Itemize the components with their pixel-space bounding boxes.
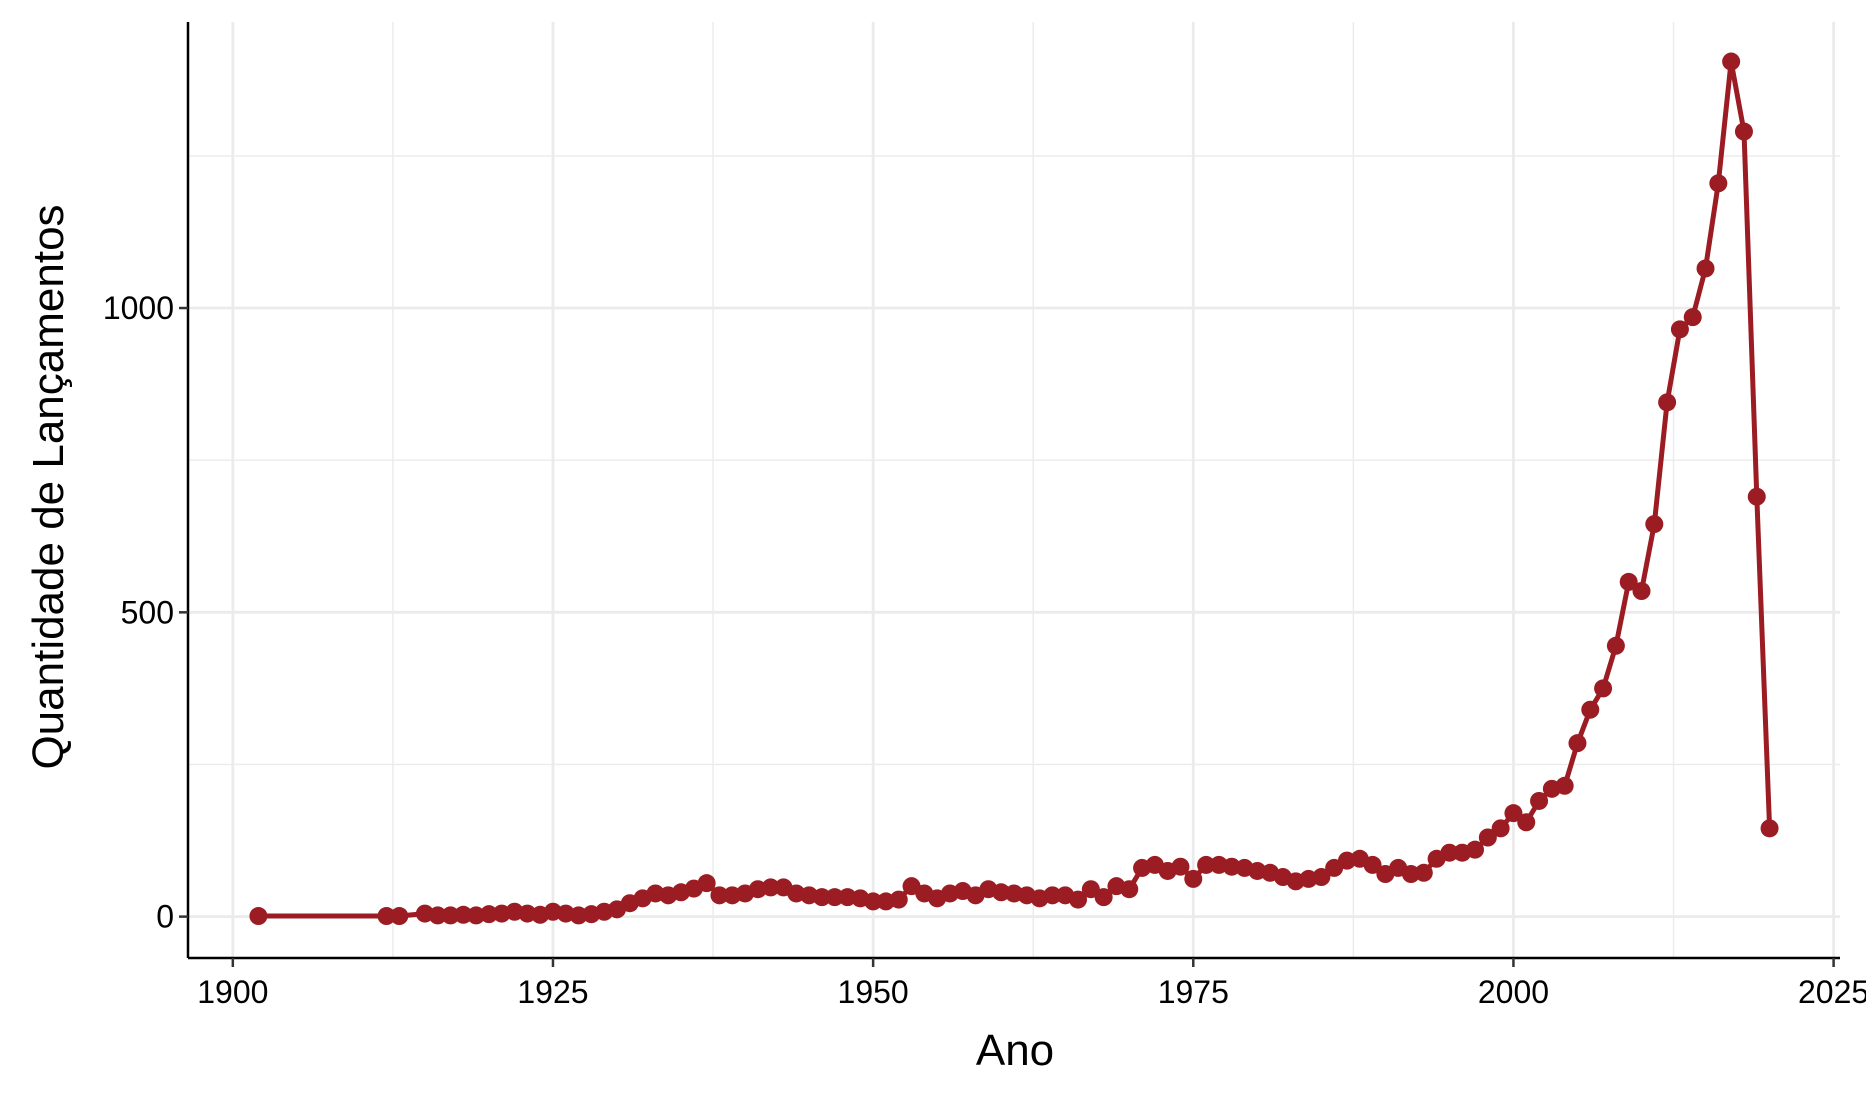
data-series bbox=[249, 52, 1779, 926]
data-point bbox=[889, 890, 908, 909]
data-point bbox=[1683, 308, 1702, 327]
data-point bbox=[1632, 582, 1651, 601]
y-axis-title: Quantidade de Lançamentos bbox=[24, 204, 73, 769]
y-axis-ticks: 0 500 1000 bbox=[103, 290, 188, 935]
y-tick-label: 0 bbox=[156, 899, 174, 935]
y-tick-label: 1000 bbox=[103, 290, 174, 326]
data-point bbox=[1466, 840, 1485, 859]
data-point bbox=[1747, 487, 1766, 506]
data-point bbox=[1581, 700, 1600, 719]
major-gridlines bbox=[188, 22, 1840, 958]
data-point bbox=[1760, 819, 1779, 838]
data-point bbox=[1530, 791, 1549, 810]
data-point bbox=[710, 886, 729, 905]
data-point bbox=[1619, 572, 1638, 591]
data-point bbox=[428, 906, 447, 925]
data-point bbox=[1734, 122, 1753, 141]
axes bbox=[186, 22, 1840, 960]
data-point bbox=[1696, 259, 1715, 278]
x-axis-ticks: 1900 1925 1950 1975 2000 2025 bbox=[197, 958, 1866, 1010]
data-point bbox=[1722, 52, 1741, 71]
data-point bbox=[825, 888, 844, 907]
data-point bbox=[1504, 804, 1523, 823]
data-point bbox=[1184, 869, 1203, 888]
data-point bbox=[761, 878, 780, 897]
data-point bbox=[1517, 813, 1536, 832]
data-point bbox=[249, 907, 268, 926]
data-point bbox=[1069, 890, 1088, 909]
data-point bbox=[1094, 888, 1113, 907]
data-point bbox=[377, 907, 396, 926]
data-point bbox=[390, 907, 409, 926]
data-point bbox=[1043, 886, 1062, 905]
data-point bbox=[1709, 174, 1728, 193]
data-point bbox=[1171, 857, 1190, 876]
x-tick-label: 2000 bbox=[1478, 974, 1549, 1010]
data-point bbox=[1197, 855, 1216, 874]
x-tick-label: 1975 bbox=[1158, 974, 1229, 1010]
x-tick-label: 1900 bbox=[197, 974, 268, 1010]
data-point bbox=[1440, 843, 1459, 862]
x-tick-label: 1925 bbox=[517, 974, 588, 1010]
data-point bbox=[1645, 515, 1664, 534]
data-point bbox=[1414, 863, 1433, 882]
x-axis-title: Ano bbox=[976, 1026, 1054, 1075]
data-point bbox=[697, 874, 716, 893]
data-point bbox=[1568, 734, 1587, 753]
x-tick-label: 2025 bbox=[1798, 974, 1866, 1010]
data-point bbox=[479, 905, 498, 924]
minor-gridlines bbox=[188, 22, 1840, 958]
data-point bbox=[441, 906, 460, 925]
data-point bbox=[1312, 868, 1331, 887]
x-tick-label: 1950 bbox=[838, 974, 909, 1010]
data-point bbox=[1120, 880, 1139, 899]
data-point bbox=[1658, 393, 1677, 412]
data-point bbox=[812, 888, 831, 907]
data-point bbox=[1606, 636, 1625, 655]
data-point bbox=[1594, 679, 1613, 698]
y-tick-label: 500 bbox=[121, 594, 174, 630]
data-point bbox=[1555, 776, 1574, 795]
data-point bbox=[1491, 819, 1510, 838]
data-point bbox=[1363, 855, 1382, 874]
data-point bbox=[1478, 828, 1497, 847]
data-point bbox=[864, 892, 883, 911]
data-point bbox=[1670, 320, 1689, 339]
data-point bbox=[454, 905, 473, 924]
